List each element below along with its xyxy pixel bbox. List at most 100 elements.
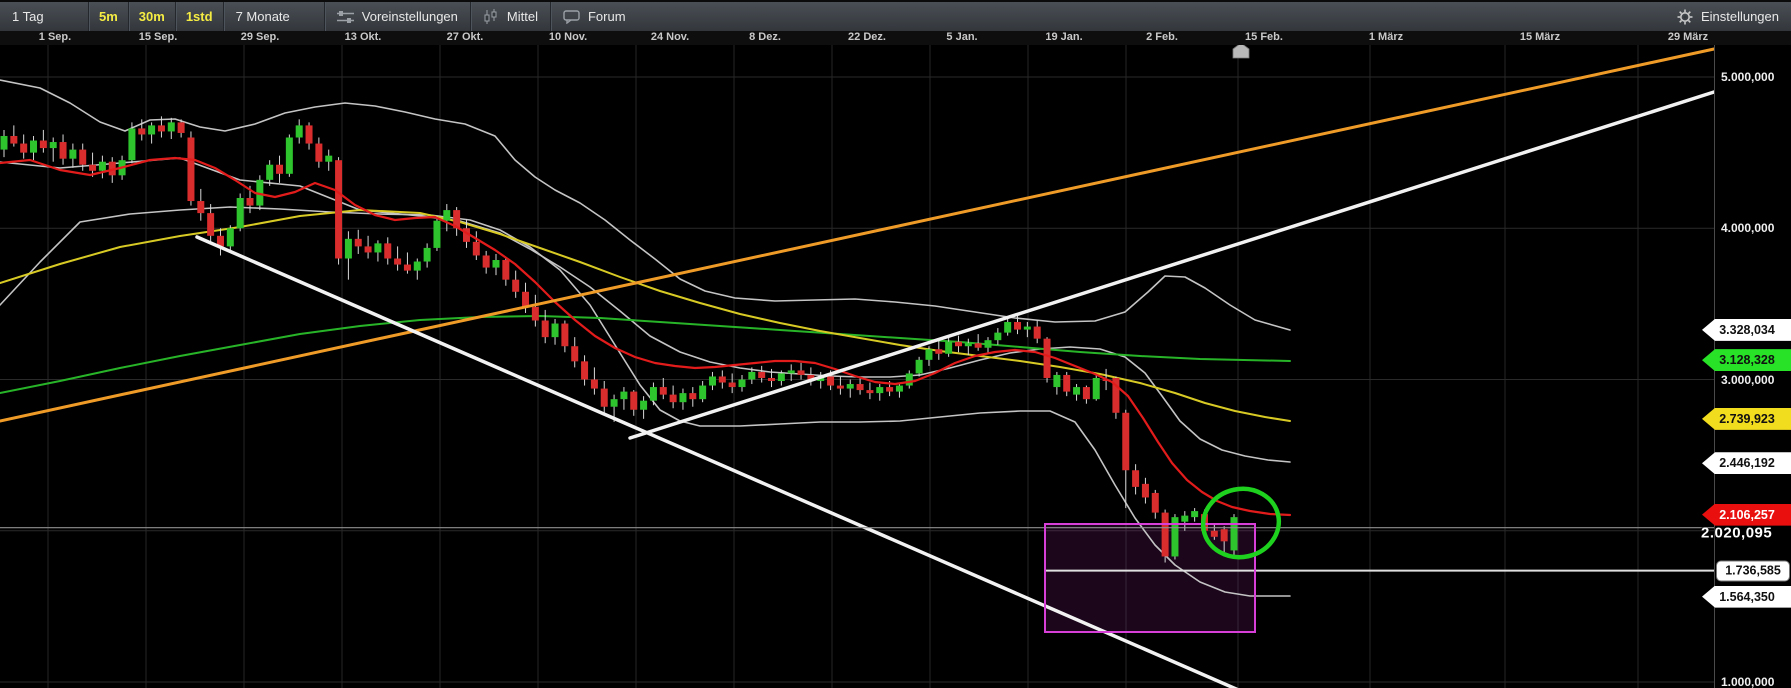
timeframe-5m-button[interactable]: 5m [88, 2, 128, 31]
bearish-candle [1122, 412, 1130, 471]
gear-icon [1677, 9, 1693, 25]
bullish-candle [1023, 326, 1031, 330]
bullish-candle [423, 247, 431, 262]
bullish-candle [925, 349, 933, 360]
date-tick-label: 22 Dez. [848, 31, 886, 43]
bearish-candle [531, 306, 539, 321]
bullish-candle [876, 387, 884, 394]
date-tick-label: 8 Dez. [749, 31, 781, 43]
time-axis[interactable]: 1 Sep. 15 Sep. 29 Sep. 13 Okt. 27 Okt. 10 Nov… [0, 29, 1791, 45]
date-tick-label: 29 Sep. [240, 31, 280, 43]
date-tick-label: 2 Feb. [1146, 31, 1178, 43]
bearish-candle [1063, 374, 1071, 392]
bullish-candle [0, 135, 8, 150]
bullish-candle [551, 323, 559, 338]
bullish-candle [266, 164, 274, 180]
bearish-candle [856, 384, 864, 391]
bullish-candle [895, 385, 903, 392]
bullish-candle [226, 228, 234, 247]
bearish-candle [1220, 529, 1228, 542]
bullish-candle [492, 260, 500, 268]
timeframe-30m-button[interactable]: 30m [127, 2, 175, 31]
bearish-candle [590, 379, 598, 389]
bearish-candle [177, 122, 185, 133]
price-tick-label: 1.000,000 [1721, 675, 1775, 688]
bollinger-middle-band [0, 157, 1291, 463]
price-tick-label: 4.000,000 [1721, 221, 1775, 236]
price-tick-label: 3.000,000 [1721, 372, 1775, 387]
price-tick-label: 5.000,000 [1721, 70, 1775, 84]
bullish-candle [285, 137, 293, 174]
date-tick-label: 15 März [1519, 31, 1561, 43]
date-tick-label: 13 Okt. [344, 31, 382, 43]
bullish-candle [905, 373, 913, 386]
bullish-candle [236, 198, 244, 229]
bullish-candle [256, 179, 264, 206]
bearish-candle [59, 142, 67, 159]
mittel-button[interactable]: Mittel [469, 2, 550, 31]
date-tick-label: 24 Nov. [650, 31, 690, 43]
bullish-candle [738, 379, 746, 388]
red-moving-average [0, 156, 1292, 517]
bullish-candle [148, 125, 156, 135]
bearish-candle [669, 394, 677, 403]
bearish-candle [512, 279, 520, 292]
bearish-candle [974, 343, 982, 348]
bullish-candle [649, 387, 657, 401]
bearish-candle [207, 213, 215, 236]
bullish-candle [1171, 517, 1179, 557]
green-circle-annotation [1200, 486, 1282, 560]
bearish-candle [462, 228, 470, 242]
bullish-candle [1181, 515, 1189, 522]
bullish-candle [1004, 322, 1012, 333]
bullish-candle [295, 125, 303, 138]
bullish-candle [846, 384, 854, 389]
voreinstellungen-button[interactable]: Voreinstellungen [323, 2, 470, 31]
bullish-candle [708, 376, 716, 386]
bearish-candle [768, 377, 776, 382]
bearish-candle [630, 391, 638, 410]
bearish-candle [276, 164, 284, 174]
bearish-candle [1043, 338, 1051, 378]
bearish-candle [20, 143, 28, 153]
bearish-candle [866, 390, 874, 394]
bearish-candle [571, 346, 579, 362]
mittel-label: Mittel [506, 9, 538, 24]
bearish-candle [482, 255, 490, 268]
timeframe-5m-label: 5m [99, 9, 118, 24]
bullish-candle [748, 371, 756, 380]
bullish-candle [1191, 511, 1199, 518]
range-7monate-button[interactable]: 7 Monate [222, 2, 302, 31]
yellow-moving-average [0, 209, 1291, 422]
bearish-candle [108, 161, 116, 176]
price-axis[interactable]: 5.000,000 4.000,000 3.000,000 1.000,000 3.32… [1701, 45, 1791, 688]
bearish-candle [403, 264, 411, 271]
timeframe-1std-button[interactable]: 1std [174, 2, 223, 31]
bearish-candle [157, 125, 165, 132]
forum-button[interactable]: Forum [549, 2, 638, 31]
bullish-candle [640, 400, 648, 410]
timeframe-1tag-button[interactable]: 1 Tag [0, 2, 88, 31]
bearish-candle [394, 258, 402, 265]
bearish-candle [954, 341, 962, 347]
price-level-badge: 2.106,257 [1702, 503, 1791, 526]
bullish-candle [344, 238, 352, 259]
bearish-candle [718, 376, 726, 383]
bullish-candle [325, 155, 333, 162]
bullish-candle [964, 343, 972, 347]
bearish-candle [472, 241, 480, 256]
bearish-candle [827, 376, 835, 386]
date-tick-label: 15 Sep. [138, 31, 178, 43]
bearish-candle [305, 125, 313, 144]
bearish-candle [659, 387, 667, 395]
bearish-candle [689, 393, 697, 400]
bearish-candle [600, 388, 608, 407]
bearish-candle [522, 291, 530, 307]
bearish-candle [1014, 322, 1022, 330]
bearish-candle [354, 238, 362, 247]
einstellungen-button[interactable]: Einstellungen [1665, 2, 1791, 31]
forum-label: Forum [587, 9, 626, 24]
bearish-candle [758, 371, 766, 378]
bullish-candle [30, 140, 38, 153]
